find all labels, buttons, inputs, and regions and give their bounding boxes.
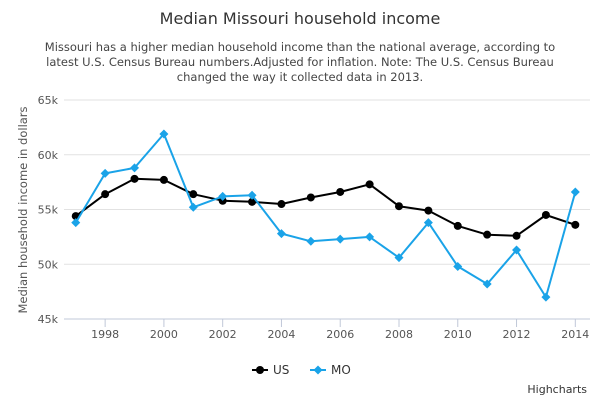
data-point-mo[interactable] bbox=[247, 190, 257, 200]
x-tick-label: 2008 bbox=[385, 328, 413, 341]
data-point-mo[interactable] bbox=[188, 202, 198, 212]
data-point-us[interactable] bbox=[483, 230, 492, 239]
data-point-us[interactable] bbox=[159, 175, 168, 184]
x-tick-label: 2006 bbox=[326, 328, 354, 341]
y-tick-label: 50k bbox=[38, 258, 59, 271]
y-tick-label: 55k bbox=[38, 204, 59, 217]
data-point-us[interactable] bbox=[306, 193, 315, 202]
x-tick-label: 1998 bbox=[91, 328, 119, 341]
data-point-us[interactable] bbox=[453, 221, 462, 230]
chart-title: Median Missouri household income bbox=[160, 9, 441, 28]
data-point-mo[interactable] bbox=[394, 253, 404, 263]
data-point-us[interactable] bbox=[424, 206, 433, 215]
x-tick-label: 2012 bbox=[503, 328, 531, 341]
y-tick-label: 45k bbox=[38, 313, 59, 326]
series-line-mo bbox=[74, 132, 577, 299]
data-point-mo[interactable] bbox=[365, 232, 375, 242]
chart-subtitle-line-3: changed the way it collected data in 201… bbox=[177, 70, 423, 84]
data-point-mo[interactable] bbox=[541, 292, 551, 302]
series-us bbox=[71, 174, 580, 240]
data-point-mo[interactable] bbox=[100, 168, 110, 178]
series-group bbox=[71, 129, 580, 302]
data-point-mo[interactable] bbox=[335, 234, 345, 244]
data-point-mo[interactable] bbox=[306, 236, 316, 246]
data-point-mo[interactable] bbox=[512, 245, 522, 255]
legend-label: US bbox=[273, 363, 289, 377]
y-tick-label: 65k bbox=[38, 94, 59, 107]
x-axis: 1998 2000 2002 2004 2006 2008 2010 2012 2014 bbox=[64, 318, 590, 341]
data-point-mo[interactable] bbox=[71, 218, 81, 228]
data-point-mo[interactable] bbox=[130, 163, 140, 173]
data-point-mo[interactable] bbox=[570, 187, 580, 197]
legend-item-us[interactable]: US bbox=[252, 363, 289, 377]
credits-label[interactable]: Highcharts bbox=[527, 383, 587, 396]
data-point-mo[interactable] bbox=[276, 229, 286, 239]
data-point-mo[interactable] bbox=[453, 261, 463, 271]
legend-label: MO bbox=[331, 363, 351, 377]
data-point-us[interactable] bbox=[248, 197, 257, 206]
x-tick-label: 2010 bbox=[444, 328, 472, 341]
series-line-us bbox=[75, 177, 576, 237]
data-point-us[interactable] bbox=[365, 180, 374, 189]
chart-subtitle-line-1: Missouri has a higher median household i… bbox=[45, 40, 555, 54]
data-point-us[interactable] bbox=[512, 231, 521, 240]
legend-swatch-marker[interactable] bbox=[256, 366, 264, 374]
legend: US MO bbox=[252, 363, 351, 377]
data-point-us[interactable] bbox=[541, 210, 550, 219]
data-point-us[interactable] bbox=[571, 220, 580, 229]
grid-lines bbox=[64, 99, 590, 320]
data-point-mo[interactable] bbox=[218, 191, 228, 201]
data-point-us[interactable] bbox=[336, 187, 345, 196]
series-mo bbox=[71, 129, 580, 302]
x-tick-label: 2000 bbox=[150, 328, 178, 341]
x-tick-label: 2014 bbox=[561, 328, 589, 341]
legend-item-mo[interactable]: MO bbox=[310, 363, 351, 377]
data-point-us[interactable] bbox=[277, 200, 286, 209]
data-point-mo[interactable] bbox=[482, 279, 492, 289]
data-point-us[interactable] bbox=[101, 190, 110, 199]
legend-swatch-marker[interactable] bbox=[313, 365, 323, 375]
x-tick-label: 2004 bbox=[267, 328, 295, 341]
x-tick-label: 2002 bbox=[209, 328, 237, 341]
data-point-us[interactable] bbox=[130, 174, 139, 183]
y-tick-label: 60k bbox=[38, 149, 59, 162]
chart-subtitle-line-2: latest U.S. Census Bureau numbers.Adjust… bbox=[46, 55, 554, 69]
data-point-mo[interactable] bbox=[159, 129, 169, 139]
data-point-us[interactable] bbox=[189, 190, 198, 199]
y-axis-ticks: 45k 50k 55k 60k 65k bbox=[38, 94, 59, 326]
data-point-us[interactable] bbox=[394, 202, 403, 211]
y-axis-label: Median household income in dollars bbox=[16, 106, 30, 313]
data-point-mo[interactable] bbox=[423, 218, 433, 228]
